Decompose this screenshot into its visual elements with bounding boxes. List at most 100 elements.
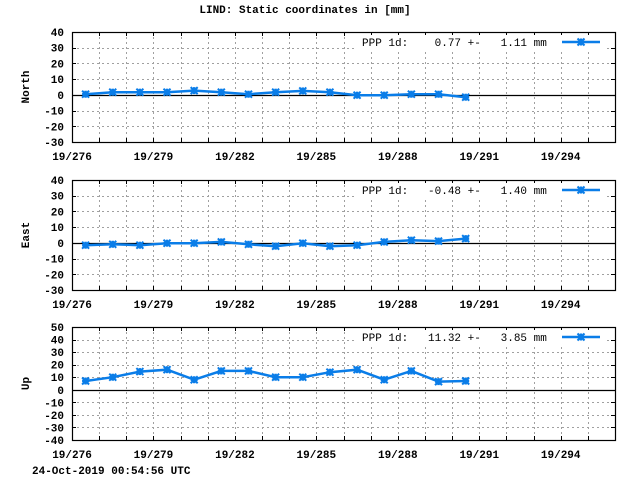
data-point-marker (244, 90, 253, 99)
data-point-marker (576, 332, 586, 342)
grid-lines (72, 180, 615, 290)
x-tick-label: 19/276 (52, 450, 92, 462)
data-point-marker (352, 241, 362, 250)
y-tick-label: 30 (51, 192, 64, 204)
data-series (81, 365, 470, 386)
data-point-marker (162, 238, 172, 248)
data-point-marker (108, 373, 117, 382)
x-tick-label: 19/288 (378, 152, 418, 164)
y-tick-label: -20 (44, 122, 64, 134)
timestamp-footer: 24-Oct-2019 00:54:56 UTC (32, 466, 191, 478)
data-point-marker (244, 240, 253, 249)
y-tick-label: 20 (51, 59, 64, 71)
data-point-marker (407, 90, 416, 99)
x-tick-label: 19/285 (297, 152, 337, 164)
data-point-marker (298, 238, 307, 248)
plot-frame (71, 326, 617, 442)
y-tick-label: -10 (44, 107, 64, 119)
data-point-marker (407, 235, 416, 245)
y-tick-label: 20 (51, 361, 64, 373)
data-point-marker (298, 86, 307, 96)
legend: PPP 1d: -0.48 +- 1.40 mm (356, 183, 606, 198)
y-tick-label: 20 (51, 207, 64, 219)
x-tick-label: 19/279 (134, 152, 174, 164)
x-tick-label: 19/279 (134, 300, 174, 312)
x-tick-label: 19/282 (215, 450, 255, 462)
data-point-marker (108, 240, 117, 249)
y-tick-label: -10 (44, 398, 64, 410)
y-tick-label: 30 (51, 44, 64, 56)
y-tick-label: -30 (44, 138, 64, 150)
data-point-marker (81, 376, 90, 386)
data-point-marker (108, 87, 117, 97)
data-point-marker (434, 236, 443, 246)
legend-label: PPP 1d: -0.48 +- 1.40 mm (362, 186, 547, 198)
x-tick-label: 19/282 (215, 152, 255, 164)
x-axis-tick-labels: 19/276 19/279 19/282 19/285 19/288 19/291 19/2… (52, 300, 581, 312)
x-tick-label: 19/291 (459, 300, 499, 312)
data-point-marker (325, 241, 335, 251)
data-point-marker (81, 241, 90, 250)
data-point-marker (325, 367, 335, 377)
data-point-marker (217, 366, 226, 376)
grid-lines (72, 327, 615, 440)
data-point-marker (271, 241, 280, 251)
data-point-marker (162, 87, 172, 97)
legend: PPP 1d: 11.32 +- 3.85 mm (356, 330, 606, 345)
y-axis-label: East (21, 222, 33, 248)
data-point-marker (380, 90, 389, 100)
y-tick-label: 0 (57, 91, 64, 103)
y-tick-label: -20 (44, 270, 64, 282)
data-series (81, 234, 470, 251)
y-tick-label: 40 (51, 176, 64, 188)
legend: PPP 1d: 0.77 +- 1.11 mm (356, 35, 606, 50)
y-tick-label: 50 (51, 323, 64, 335)
data-point-marker (189, 238, 199, 248)
data-point-marker (189, 375, 199, 384)
data-point-marker (244, 366, 253, 376)
data-point-marker (189, 86, 199, 95)
y-tick-label: 40 (51, 336, 64, 348)
x-tick-label: 19/279 (134, 450, 174, 462)
plot-frame (71, 31, 617, 144)
x-tick-label: 19/285 (297, 450, 337, 462)
x-tick-label: 19/276 (52, 300, 92, 312)
data-point-marker (162, 365, 172, 374)
x-tick-label: 19/282 (215, 300, 255, 312)
x-tick-label: 19/294 (541, 300, 581, 312)
y-tick-label: -20 (44, 411, 64, 423)
y-axis-tick-labels: -30 -20 -10 0 10 20 30 40 (44, 176, 64, 298)
data-point-marker (271, 373, 280, 382)
data-point-marker (81, 90, 90, 99)
data-point-marker (135, 87, 145, 97)
x-tick-label: 19/291 (459, 450, 499, 462)
data-point-marker (380, 237, 389, 247)
data-point-marker (217, 87, 226, 97)
data-point-marker (271, 87, 280, 97)
plot-frame (71, 179, 617, 292)
x-tick-label: 19/285 (297, 300, 337, 312)
x-axis-tick-labels: 19/276 19/279 19/282 19/285 19/288 19/291 19/2… (52, 152, 581, 164)
data-point-marker (380, 375, 389, 384)
data-point-marker (461, 93, 470, 102)
grid-lines (72, 32, 615, 142)
y-axis-label: Up (21, 377, 33, 391)
data-point-marker (352, 365, 362, 374)
y-axis-tick-labels: -30 -20 -10 0 10 20 30 40 (44, 28, 64, 150)
x-tick-label: 19/288 (378, 300, 418, 312)
data-point-marker (135, 367, 145, 376)
data-point-marker (461, 376, 470, 386)
y-tick-label: -30 (44, 423, 64, 435)
data-point-marker (352, 90, 362, 100)
data-point-marker (135, 241, 145, 250)
data-point-marker (576, 185, 586, 195)
y-tick-label: 0 (57, 239, 64, 251)
y-tick-label: 30 (51, 348, 64, 360)
y-tick-label: 10 (51, 75, 64, 87)
